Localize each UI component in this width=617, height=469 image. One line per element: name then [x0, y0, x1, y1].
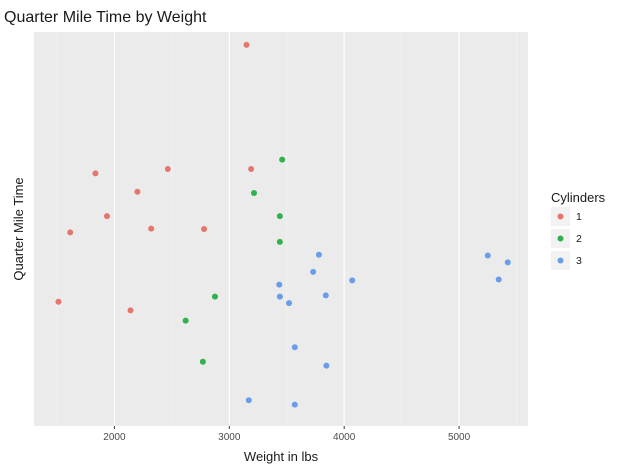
x-tick-label: 4000	[333, 432, 356, 443]
data-point-cyl-1	[201, 226, 208, 232]
data-point-cyl-1	[248, 166, 255, 173]
data-point-cyl-3	[286, 300, 293, 307]
plot-panel	[34, 32, 528, 426]
legend-key-dot	[557, 213, 564, 220]
x-tick-label: 5000	[448, 432, 471, 443]
data-point-cyl-1	[243, 41, 250, 48]
data-point-cyl-3	[276, 293, 283, 300]
legend-title: Cylinders	[551, 190, 606, 205]
chart-title: Quarter Mile Time by Weight	[4, 9, 207, 26]
data-point-cyl-2	[182, 317, 189, 324]
data-point-cyl-3	[291, 401, 298, 408]
data-point-cyl-2	[211, 293, 218, 300]
data-points	[55, 41, 511, 408]
data-point-cyl-2	[279, 156, 286, 163]
data-point-cyl-3	[495, 276, 502, 283]
data-point-cyl-1	[55, 298, 62, 305]
legend-key-dot	[557, 235, 564, 242]
data-point-cyl-1	[134, 188, 141, 195]
data-point-cyl-3	[276, 281, 283, 288]
legend-label: 2	[576, 233, 582, 245]
data-point-cyl-1	[92, 170, 99, 177]
data-point-cyl-3	[323, 362, 330, 369]
legend: Cylinders 1 2 3	[551, 190, 606, 270]
legend-items: 1 2 3	[551, 207, 582, 270]
data-point-cyl-2	[251, 190, 258, 197]
x-tick-label: 2000	[103, 432, 126, 443]
data-point-cyl-3	[322, 292, 329, 299]
x-tick-label: 3000	[218, 432, 241, 443]
data-point-cyl-2	[276, 213, 283, 220]
data-point-cyl-1	[67, 229, 74, 236]
data-point-cyl-1	[127, 307, 134, 314]
data-point-cyl-3	[310, 268, 317, 275]
data-point-cyl-2	[199, 358, 206, 365]
y-axis-title: Quarter Mile Time	[11, 177, 26, 280]
data-point-cyl-2	[276, 238, 283, 245]
legend-key-dot	[557, 257, 564, 264]
legend-label: 3	[576, 255, 582, 267]
data-point-cyl-3	[245, 397, 252, 404]
data-point-cyl-3	[484, 252, 491, 259]
data-point-cyl-1	[148, 225, 155, 232]
data-point-cyl-1	[164, 166, 171, 173]
data-point-cyl-3	[315, 251, 322, 258]
data-point-cyl-3	[504, 259, 511, 266]
x-axis-ticks: 2000 3000 4000 5000	[103, 426, 471, 443]
x-axis-title: Weight in lbs	[244, 449, 319, 464]
legend-label: 1	[576, 211, 582, 223]
data-point-cyl-3	[349, 277, 356, 284]
data-point-cyl-3	[291, 344, 298, 351]
data-point-cyl-1	[103, 213, 110, 220]
gridlines	[56, 32, 517, 426]
